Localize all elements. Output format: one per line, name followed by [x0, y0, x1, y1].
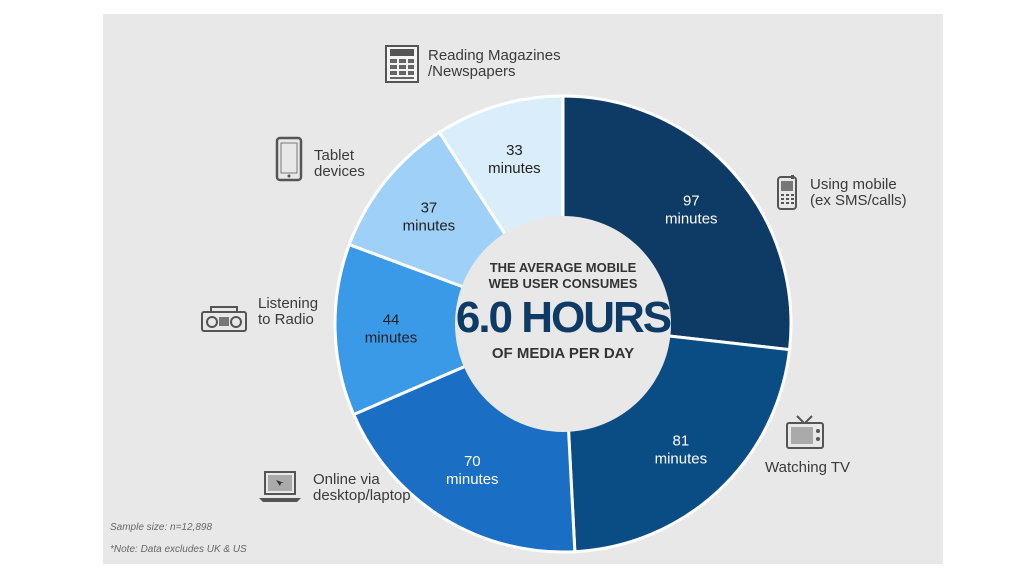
mobile-phone-icon: [777, 175, 797, 210]
label-desktop-line1: Online via: [313, 471, 380, 488]
label-tablet-line1: Tablet: [314, 147, 355, 164]
tablet-icon: [275, 136, 303, 182]
center-line1: THE AVERAGE MOBILE: [490, 260, 637, 275]
value-label-magazines: 33: [506, 142, 523, 159]
center-line2: WEB USER CONSUMES: [489, 276, 638, 291]
label-tv-line1: Watching TV: [765, 459, 851, 476]
label-magazines-line1: Reading Magazines: [428, 47, 561, 64]
value-label-tv: 81: [673, 432, 690, 449]
label-mobile: Using mobile (ex SMS/calls): [810, 177, 907, 209]
center-big-number: 6.0 HOURS: [456, 293, 671, 342]
unit-label-tv: minutes: [655, 450, 708, 467]
label-radio: Listening to Radio: [258, 296, 318, 328]
newspaper-icon: [385, 45, 419, 83]
donut-chart: 97minutes81minutes70minutes44minutes37mi…: [333, 94, 793, 554]
infographic-panel: 97 minutes 81 minutes 70 minutes 44 minutes 37 mi…: [103, 14, 943, 564]
value-label-desktop: 70: [464, 453, 481, 470]
laptop-icon: [259, 471, 301, 502]
label-mobile-line2: (ex SMS/calls): [810, 192, 907, 209]
label-desktop: Online via desktop/laptop: [313, 472, 411, 504]
footnote-sample-size: Sample size: n=12,898: [110, 522, 213, 533]
label-desktop-line2: desktop/laptop: [313, 487, 411, 504]
tv-icon: [786, 415, 824, 449]
donut-hole: [455, 216, 671, 432]
label-radio-line1: Listening: [258, 295, 319, 312]
unit-label-magazines: minutes: [488, 160, 541, 177]
footnote-note: *Note: Data excludes UK & US: [110, 544, 247, 555]
label-magazines-line2: /Newspapers: [428, 63, 516, 80]
value-label-tablet: 37: [421, 199, 438, 216]
label-tablet-line2: devices: [314, 163, 365, 180]
value-label-radio: 44: [383, 311, 400, 328]
unit-label-mobile: minutes: [665, 210, 718, 227]
radio-icon: [201, 306, 247, 332]
center-line3: OF MEDIA PER DAY: [492, 345, 634, 362]
label-magazines: Reading Magazines /Newspapers: [428, 48, 561, 80]
unit-label-desktop: minutes: [446, 471, 499, 488]
unit-label-tablet: minutes: [403, 217, 456, 234]
slice-radio: [333, 242, 568, 417]
label-tv: Watching TV: [765, 460, 850, 476]
label-mobile-line1: Using mobile: [810, 176, 897, 193]
label-radio-line2: to Radio: [258, 311, 314, 328]
label-tablet: Tablet devices: [314, 148, 365, 180]
value-label-mobile: 97: [683, 192, 700, 209]
unit-label-radio: minutes: [365, 329, 418, 346]
